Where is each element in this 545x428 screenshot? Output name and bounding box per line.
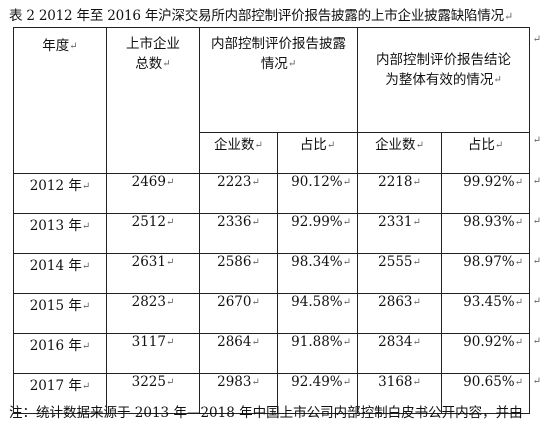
- disc-ratio-cell: 91.88%↵: [276, 333, 359, 374]
- eff-ratio-cell: 98.93%↵ ↵: [441, 213, 541, 254]
- disc-ratio-cell: 92.49%↵: [276, 373, 359, 414]
- header-conclusion: 内部控制评价报告结论为整体有效的情况↵ ↵: [357, 27, 541, 133]
- year-cell: 2013 年↵: [13, 213, 107, 254]
- disc-count-cell: 2586↵: [199, 253, 278, 294]
- year-cell: 2014 年↵: [13, 253, 107, 294]
- subheader-disc-count: 企业数↵: [199, 132, 278, 174]
- table-row: 2014 年↵ 2631↵ 2586↵ 98.34%↵ 2555↵ 98.97%…: [13, 253, 541, 294]
- header-listed-total: 上市企业总数↵: [106, 27, 200, 174]
- disc-count-cell: 2670↵: [199, 293, 278, 334]
- eff-count-cell: 2218↵: [357, 173, 443, 214]
- year-cell: 2015 年↵: [13, 293, 107, 334]
- total-cell: 2823↵: [106, 293, 200, 334]
- table-row: 2013 年↵ 2512↵ 2336↵ 92.99%↵ 2331↵ 98.93%…: [13, 213, 541, 254]
- table-row: 2015 年↵ 2823↵ 2670↵ 94.58%↵ 2863↵ 93.45%…: [13, 293, 541, 334]
- total-cell: 2469↵: [106, 173, 200, 214]
- disc-ratio-cell: 94.58%↵: [276, 293, 359, 334]
- eff-ratio-cell: 93.45%↵ ↵: [441, 293, 541, 334]
- disc-count-cell: 2223↵: [199, 173, 278, 214]
- eff-ratio-cell: 99.92%↵ ↵: [441, 173, 541, 214]
- year-cell: 2017 年↵: [13, 373, 107, 414]
- header-row: 年度↵ 上市企业总数↵ 内部控制评价报告披露情况↵ 内部控制评价报告结论为整体有…: [13, 27, 541, 174]
- year-cell: 2012 年↵: [13, 173, 107, 214]
- eff-count-cell: 2834↵: [357, 333, 443, 374]
- header-disclosure: 内部控制评价报告披露情况↵: [198, 27, 359, 133]
- subheader-eff-ratio: 占比↵ ↵: [441, 132, 541, 174]
- header-year: 年度↵: [13, 27, 107, 174]
- disc-count-cell: 2864↵: [199, 333, 278, 374]
- total-cell: 2631↵: [106, 253, 200, 294]
- footnote: 注：统计数据来源于 2013 年—2018 年中国上市公司内部控制白皮书公开内容…: [9, 405, 523, 421]
- eff-count-cell: 3168↵: [357, 373, 443, 414]
- year-cell: 2016 年↵: [13, 333, 107, 374]
- table-caption: 表 2 2012 年至 2016 年沪深交易所内部控制评价报告披露的上市企业披露…: [9, 8, 513, 24]
- table-row: 2016 年↵ 3117↵ 2864↵ 91.88%↵ 2834↵ 90.92%…: [13, 333, 541, 374]
- disc-ratio-cell: 92.99%↵: [276, 213, 359, 254]
- disc-count-cell: 2336↵: [199, 213, 278, 254]
- subheader-disc-ratio: 占比↵: [276, 132, 359, 174]
- disc-ratio-cell: 90.12%↵: [276, 173, 359, 214]
- eff-count-cell: 2555↵: [357, 253, 443, 294]
- eff-ratio-cell: 98.97%↵ ↵: [441, 253, 541, 294]
- subheader-row: 企业数↵ 占比↵ 企业数↵ 占比↵ ↵: [14, 132, 541, 174]
- table-row: 2012 年↵ 2469↵ 2223↵ 90.12%↵ 2218↵ 99.92%…: [13, 173, 541, 214]
- eff-ratio-cell: 90.92%↵ ↵: [441, 333, 541, 374]
- eff-ratio-cell: 90.65%↵ ↵: [441, 373, 541, 414]
- subheader-eff-count: 企业数↵: [357, 132, 443, 174]
- total-cell: 3117↵: [106, 333, 200, 374]
- disc-ratio-cell: 98.34%↵: [276, 253, 359, 294]
- total-cell: 2512↵: [106, 213, 200, 254]
- eff-count-cell: 2331↵: [357, 213, 443, 254]
- total-cell: 3225↵: [106, 373, 200, 414]
- disclosure-table: 年度↵ 上市企业总数↵ 内部控制评价报告披露情况↵ 内部控制评价报告结论为整体有…: [13, 27, 541, 414]
- paragraph-mark: ↵: [503, 10, 513, 23]
- eff-count-cell: 2863↵: [357, 293, 443, 334]
- table-row: 2017 年↵ 3225↵ 2983↵ 92.49%↵ 3168↵ 90.65%…: [13, 373, 541, 414]
